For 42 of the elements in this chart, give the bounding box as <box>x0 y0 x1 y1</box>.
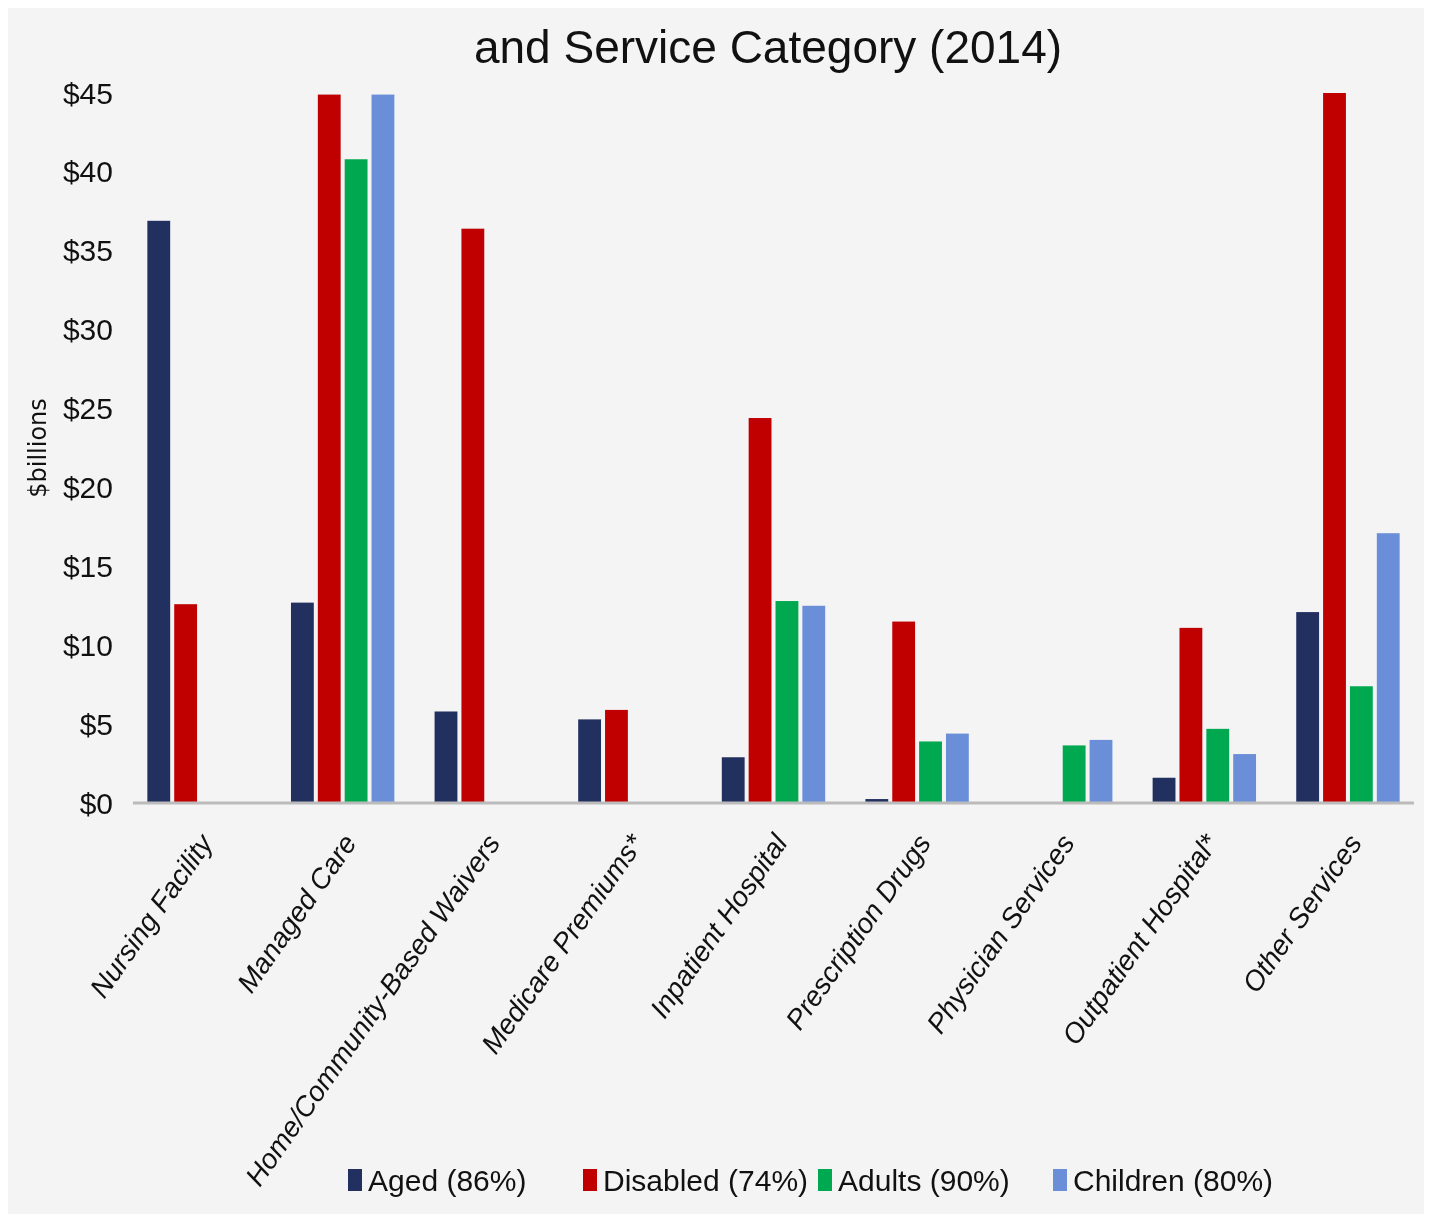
bar <box>945 733 969 803</box>
legend-label: Adults (90%) <box>838 1163 1010 1197</box>
bar <box>605 709 628 803</box>
legend-label: Disabled (74%) <box>603 1163 809 1197</box>
bar <box>461 228 485 803</box>
y-axis-title: $billions <box>24 398 52 498</box>
bar <box>317 94 341 803</box>
bar <box>1206 728 1230 803</box>
bar <box>344 159 368 803</box>
y-tick-label: $10 <box>62 628 113 662</box>
bar <box>1296 612 1320 803</box>
bar <box>1089 739 1113 803</box>
bar <box>721 757 745 803</box>
y-tick-label: $0 <box>79 786 113 820</box>
bar <box>434 711 458 803</box>
bar <box>919 741 942 803</box>
bar <box>147 220 171 803</box>
y-tick-label: $20 <box>62 470 113 504</box>
y-tick-label: $5 <box>79 707 113 741</box>
bar <box>1233 754 1257 803</box>
bar <box>174 604 198 803</box>
y-tick-label: $40 <box>62 155 113 189</box>
bar <box>578 719 602 803</box>
bar <box>1062 745 1086 803</box>
bar <box>290 602 314 803</box>
y-tick-label: $35 <box>62 234 113 268</box>
bar <box>775 601 799 803</box>
bar <box>1179 627 1203 803</box>
y-tick-label: $30 <box>62 313 113 347</box>
bar <box>802 605 826 803</box>
bar <box>748 418 772 803</box>
bar <box>1376 533 1400 803</box>
bar <box>1323 93 1346 803</box>
bar <box>892 621 916 803</box>
legend-label: Children (80%) <box>1073 1163 1274 1197</box>
bar <box>1152 777 1176 803</box>
chart-title: and Service Category (2014) <box>473 21 1063 73</box>
y-tick-label: $45 <box>62 76 113 110</box>
y-tick-label: $15 <box>62 549 113 583</box>
bar <box>371 94 395 803</box>
bar <box>1349 686 1373 803</box>
y-tick-label: $25 <box>62 392 113 426</box>
